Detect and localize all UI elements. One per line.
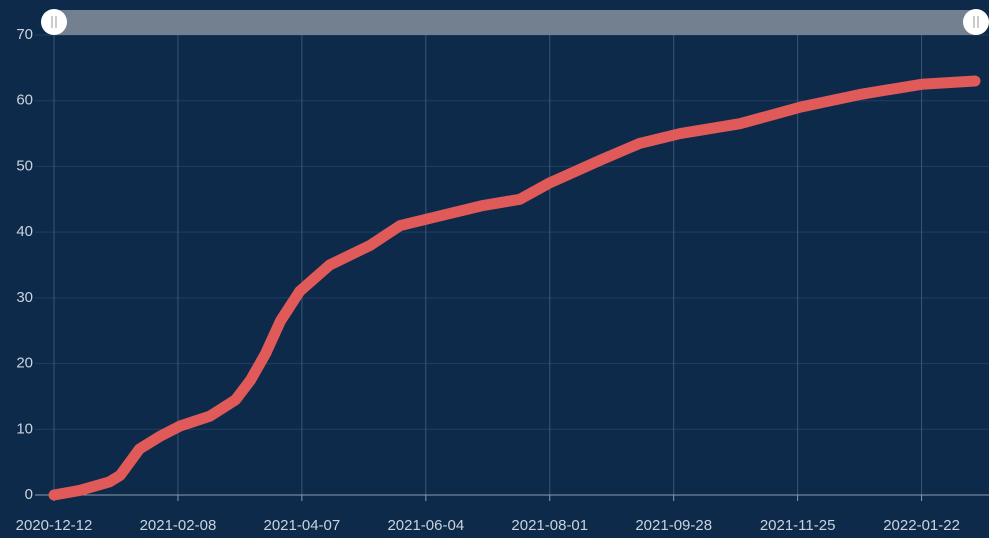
y-tick-label: 70 bbox=[16, 26, 33, 43]
x-tick-label: 2020-12-12 bbox=[16, 517, 93, 534]
line bbox=[48, 75, 981, 501]
grid bbox=[35, 34, 989, 496]
range-slider[interactable] bbox=[54, 10, 976, 35]
y-tick-label: 60 bbox=[16, 92, 33, 109]
x-tick-label: 2021-11-25 bbox=[760, 517, 836, 534]
slider-handle-right[interactable] bbox=[963, 9, 989, 35]
x-tick-label: 2021-08-01 bbox=[511, 517, 588, 534]
x-tick-label: 2021-04-07 bbox=[264, 517, 341, 534]
y-tick-label: 30 bbox=[16, 289, 33, 306]
y-tick-label: 10 bbox=[16, 420, 33, 437]
x-tick-label: 2021-06-04 bbox=[387, 517, 464, 534]
x-tick-label: 2021-09-28 bbox=[635, 517, 712, 534]
x-tick-label: 2021-02-08 bbox=[140, 517, 217, 534]
y-tick-label: 40 bbox=[16, 223, 33, 240]
y-tick-label: 50 bbox=[16, 157, 33, 174]
slider-handle-left[interactable] bbox=[41, 9, 67, 35]
x-tick-label: 2022-01-22 bbox=[883, 517, 960, 534]
y-tick-label: 20 bbox=[16, 355, 33, 372]
y-tick-label: 0 bbox=[25, 486, 33, 503]
